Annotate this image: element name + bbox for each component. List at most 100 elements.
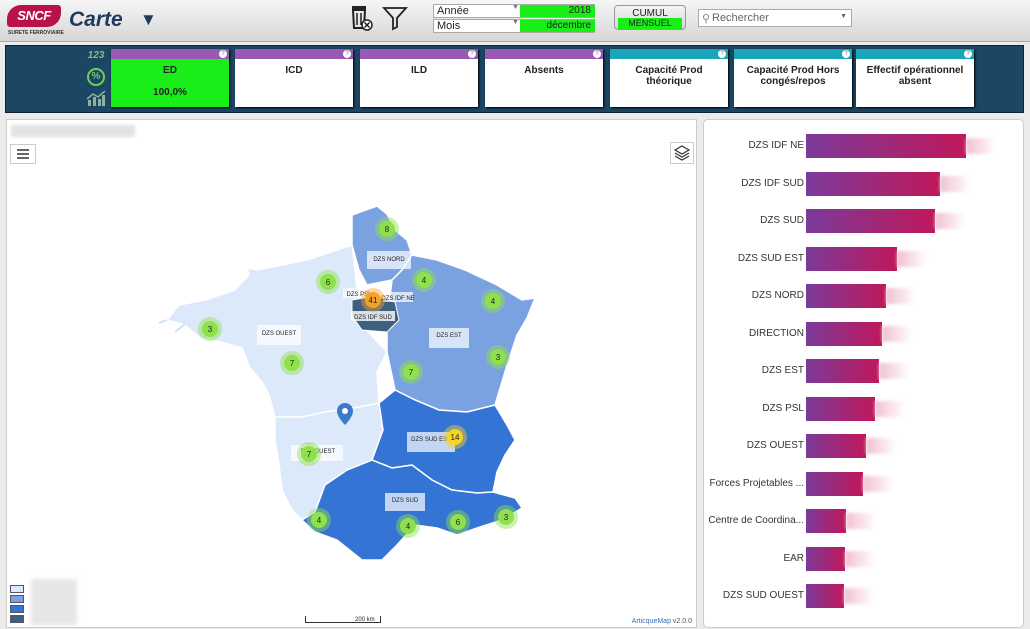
help-icon[interactable]: ? (343, 50, 351, 58)
cluster-marker[interactable]: 4 (396, 514, 420, 538)
cluster-count: 7 (409, 368, 414, 377)
legend-swatch (10, 595, 24, 603)
bar[interactable] (806, 284, 887, 308)
bar[interactable] (806, 246, 897, 271)
caret-down-icon[interactable]: ▼ (140, 10, 157, 29)
kpi-band: ? (856, 49, 974, 59)
bar[interactable] (806, 209, 935, 233)
map-layers-button[interactable] (670, 142, 694, 164)
cluster-marker[interactable]: 8 (375, 217, 399, 241)
bar[interactable] (806, 471, 863, 496)
cluster-count: 8 (385, 225, 390, 234)
cluster-marker[interactable]: 3 (198, 317, 222, 341)
help-icon[interactable]: ? (718, 50, 726, 58)
year-select[interactable]: Année ▼ 2018 (433, 4, 595, 18)
help-icon[interactable]: ? (964, 50, 972, 58)
cluster-count: 14 (451, 433, 460, 442)
kpi-name: Absents (524, 65, 564, 76)
kpi-card[interactable]: ? Capacité Prod Hors congés/repos (734, 49, 852, 107)
bar-row[interactable]: DZS EST (704, 359, 1024, 383)
kpi-card[interactable]: ? ICD (235, 49, 353, 107)
france-map[interactable]: DZS NORD DZS PSL DZS IDF NE DZS IDF SUD … (7, 120, 698, 629)
bar-row[interactable]: DZS PSL (704, 396, 1024, 421)
bar-label: DZS PSL (762, 402, 804, 414)
bar[interactable] (806, 434, 866, 458)
location-pin-icon[interactable] (337, 403, 353, 425)
bar-row[interactable]: EAR (704, 546, 1024, 571)
help-icon[interactable]: ? (468, 50, 476, 58)
bar-row[interactable]: DZS SUD EST (704, 246, 1024, 271)
bar-label: Centre de Coordina... (708, 515, 804, 526)
trend-chart-icon[interactable] (86, 90, 106, 106)
bar-label: DIRECTION (749, 327, 804, 339)
cluster-marker[interactable]: 6 (316, 270, 340, 294)
cluster-count: 6 (456, 518, 461, 527)
bar[interactable] (806, 171, 941, 196)
clear-filters-icon[interactable] (348, 4, 374, 32)
region-label: DZS SUD EST (411, 437, 451, 443)
cluster-dot (450, 514, 466, 530)
cluster-marker[interactable]: 4 (481, 289, 505, 313)
bar-row[interactable]: Centre de Coordina... (704, 509, 1024, 533)
bar-ghost (896, 250, 927, 267)
bar-row[interactable]: DZS SUD (704, 209, 1024, 233)
numbers-icon[interactable]: 123 (87, 50, 105, 61)
bar-row[interactable]: DZS IDF NE (704, 134, 1024, 158)
cluster-dot (320, 274, 336, 290)
kpi-card[interactable]: ? Effectif opérationnel absent (856, 49, 974, 107)
bar-label: Forces Projetables ... (709, 477, 804, 489)
bar[interactable] (806, 509, 847, 533)
help-icon[interactable]: ? (842, 50, 850, 58)
kpi-card[interactable]: ? ED 100,0% (111, 49, 229, 107)
bar-row[interactable]: DZS IDF SUD (704, 171, 1024, 196)
bar-label: EAR (783, 552, 804, 564)
cluster-count: 7 (290, 359, 295, 368)
cluster-marker[interactable]: 7 (297, 442, 321, 466)
cluster-marker[interactable]: 4 (412, 268, 436, 292)
filter-icon[interactable] (382, 5, 408, 31)
cluster-marker[interactable]: 4 (307, 508, 331, 532)
kpi-card[interactable]: ? Capacité Prod théorique (610, 49, 728, 107)
cluster-marker[interactable]: 7 (280, 351, 304, 375)
cluster-marker[interactable]: 7 (399, 360, 423, 384)
bar-ghost (940, 175, 971, 192)
kpi-band: ? (734, 49, 852, 59)
percent-icon[interactable]: % (87, 68, 105, 86)
bar-chart-panel: DZS IDF NE DZS IDF SUD DZS SUD DZS SUD EST D… (703, 119, 1024, 628)
scale-bar (305, 616, 381, 623)
bar-row[interactable]: DIRECTION (704, 321, 1024, 346)
cluster-marker[interactable]: 3 (494, 505, 518, 529)
bar[interactable] (806, 134, 966, 158)
kpi-card[interactable]: ? Absents (485, 49, 603, 107)
cluster-marker[interactable]: 3 (486, 345, 510, 369)
cumul-mensuel-toggle[interactable]: CUMUL MENSUEL (614, 5, 686, 30)
cluster-marker[interactable]: 41 (361, 288, 385, 312)
map-menu-button[interactable] (10, 144, 36, 164)
bar-row[interactable]: DZS OUEST (704, 434, 1024, 458)
bar-row[interactable]: DZS NORD (704, 284, 1024, 308)
bar-ghost (865, 438, 896, 454)
cluster-marker[interactable]: 14 (443, 425, 467, 449)
cluster-marker[interactable]: 6 (446, 510, 470, 534)
bar[interactable] (806, 321, 883, 346)
bar[interactable] (806, 546, 846, 571)
help-icon[interactable]: ? (219, 50, 227, 58)
month-select[interactable]: Mois ▼ décembre (433, 19, 595, 33)
kpi-card[interactable]: ? ILD (360, 49, 478, 107)
search-input[interactable]: ⚲ Rechercher ▼ (698, 9, 852, 27)
year-select-label: Année (437, 5, 469, 17)
map-attribution: ArticqueMap v2.0.0 (632, 618, 692, 625)
help-icon[interactable]: ? (593, 50, 601, 58)
bar[interactable] (806, 584, 845, 608)
bar[interactable] (806, 396, 876, 421)
kpi-band: ? (111, 49, 229, 59)
bar-row[interactable]: DZS SUD OUEST (704, 584, 1024, 608)
articquemap-link[interactable]: ArticqueMap (631, 618, 671, 625)
region-label: DZS OUEST (262, 331, 297, 337)
bar-row[interactable]: Forces Projetables ... (704, 471, 1024, 496)
legend-blurred (31, 579, 77, 625)
cluster-markers[interactable]: 8 6 4 41 4 3 7 3 7 14 7 4 4 6 3 (198, 217, 518, 538)
bar[interactable] (806, 359, 880, 383)
cluster-count: 4 (491, 297, 496, 306)
cluster-count: 3 (496, 353, 501, 362)
